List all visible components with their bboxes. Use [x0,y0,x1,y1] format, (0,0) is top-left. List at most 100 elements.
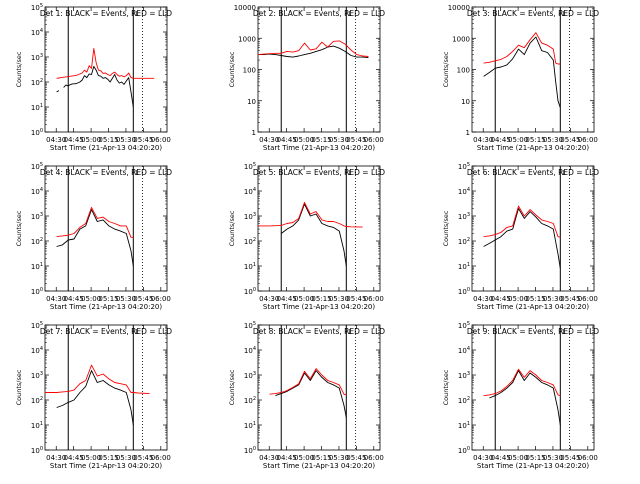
x-tick-label: 05:45 [133,454,153,462]
y-tick-label: 102 [458,396,470,405]
y-tick-label: 101 [31,421,43,430]
plot-frame [471,165,595,292]
x-axis-label: Start Time (21-Apr-13 04:20:20) [477,462,589,470]
x-axis-label: Start Time (21-Apr-13 04:20:20) [263,303,375,311]
x-tick-label: 05:30 [543,136,563,144]
x-tick-label: 04:45 [277,136,297,144]
marker-label: L [348,10,352,18]
marker-label: L [562,169,566,177]
events-series-line [56,65,134,108]
y-tick-label: 101 [244,262,256,271]
y-tick-label: 100 [31,446,43,455]
events-series-line [275,370,347,418]
lld-series-line [45,364,150,395]
y-tick-label: 10 [461,98,470,106]
plot-frame [44,6,168,133]
marker-label: L [348,169,352,177]
y-tick-label: 103 [244,371,256,380]
y-tick-label: 1000 [238,35,256,43]
marker-label: L [348,328,352,336]
y-tick-label: 103 [31,371,43,380]
lld-series-line [483,205,561,238]
y-tick-label: 105 [244,162,256,171]
y-axis-label: Counts/sec [442,369,450,405]
x-tick-label: 05:15 [311,295,331,303]
x-tick-label: 05:15 [311,454,331,462]
x-tick-label: 04:30 [473,295,493,303]
y-axis-label: Counts/sec [442,51,450,87]
x-tick-label: 05:00 [294,136,314,144]
lld-series-line [483,32,561,65]
x-tick-label: 05:15 [525,454,545,462]
x-axis-label: Start Time (21-Apr-13 04:20:20) [477,144,589,152]
panel-title: Det 1: BLACK = Events, RED = LLD [40,9,172,18]
x-tick-label: 04:30 [259,454,279,462]
x-tick-label: 05:00 [81,136,101,144]
x-tick-label: 05:30 [116,454,136,462]
events-series-line [483,36,561,108]
x-tick-label: 05:15 [525,295,545,303]
panel-title: Det 2: BLACK = Events, RED = LLD [253,9,385,18]
x-tick-label: 04:45 [491,454,511,462]
x-tick-label: 06:00 [151,454,171,462]
y-tick-label: 105 [244,321,256,330]
x-tick-label: 05:15 [311,136,331,144]
x-tick-label: 04:30 [473,136,493,144]
y-tick-label: 100 [244,446,256,455]
marker-label: L [135,328,139,336]
events-series-line [56,209,134,267]
panel-det-8: 10010110210310410504:3004:4505:0005:1505… [228,321,385,470]
y-tick-label: 105 [31,162,43,171]
y-axis-label: Counts/sec [228,51,236,87]
plot-frame [44,324,168,451]
x-tick-label: 05:15 [98,454,118,462]
x-tick-label: 05:15 [525,136,545,144]
x-tick-label: 05:45 [560,136,580,144]
lld-series-line [483,368,561,397]
y-axis-label: Counts/sec [15,369,23,405]
y-tick-label: 105 [31,321,43,330]
x-tick-label: 05:45 [560,295,580,303]
lld-series-line [56,47,155,79]
x-tick-label: 05:00 [508,295,528,303]
x-tick-label: 04:45 [64,454,84,462]
panel-det-9: 10010110210310410504:3004:4505:0005:1505… [442,321,599,470]
panel-title: Det 5: BLACK = Events, RED = LLD [253,168,385,177]
events-series-line [483,208,561,269]
x-tick-label: 05:45 [346,454,366,462]
x-tick-label: 05:00 [508,136,528,144]
x-axis-label: Start Time (21-Apr-13 04:20:20) [50,303,162,311]
x-tick-label: 04:45 [491,136,511,144]
panel-title: Det 9: BLACK = Events, RED = LLD [467,327,599,336]
x-tick-label: 06:00 [578,136,598,144]
y-tick-label: 103 [244,212,256,221]
y-tick-label: 100 [31,128,43,137]
x-tick-label: 05:30 [329,136,349,144]
y-tick-label: 105 [31,3,43,12]
panel-title: Det 4: BLACK = Events, RED = LLD [40,168,172,177]
x-tick-label: 05:00 [81,454,101,462]
x-axis-label: Start Time (21-Apr-13 04:20:20) [477,303,589,311]
y-tick-label: 103 [31,53,43,62]
marker-label: L [135,10,139,18]
plot-frame [471,6,595,133]
x-tick-label: 06:00 [151,295,171,303]
x-tick-label: 04:45 [277,295,297,303]
y-tick-label: 105 [458,162,470,171]
y-tick-label: 104 [31,346,43,355]
y-tick-label: 102 [458,237,470,246]
y-axis-label: Counts/sec [15,51,23,87]
x-tick-label: 05:30 [329,295,349,303]
y-tick-label: 100 [457,67,470,75]
x-tick-label: 05:45 [560,454,580,462]
y-axis-label: Counts/sec [15,210,23,246]
x-tick-label: 04:45 [64,136,84,144]
panel-det-2: 1 10 100 1000 10000 04:3004:4505:0005:1505:30… [228,4,385,152]
x-tick-label: 05:00 [294,454,314,462]
panel-det-6: 10010110210310410504:3004:4505:0005:1505… [442,162,599,311]
y-axis-label: Counts/sec [228,369,236,405]
y-tick-label: 100 [243,67,256,75]
y-tick-label: 104 [458,187,470,196]
